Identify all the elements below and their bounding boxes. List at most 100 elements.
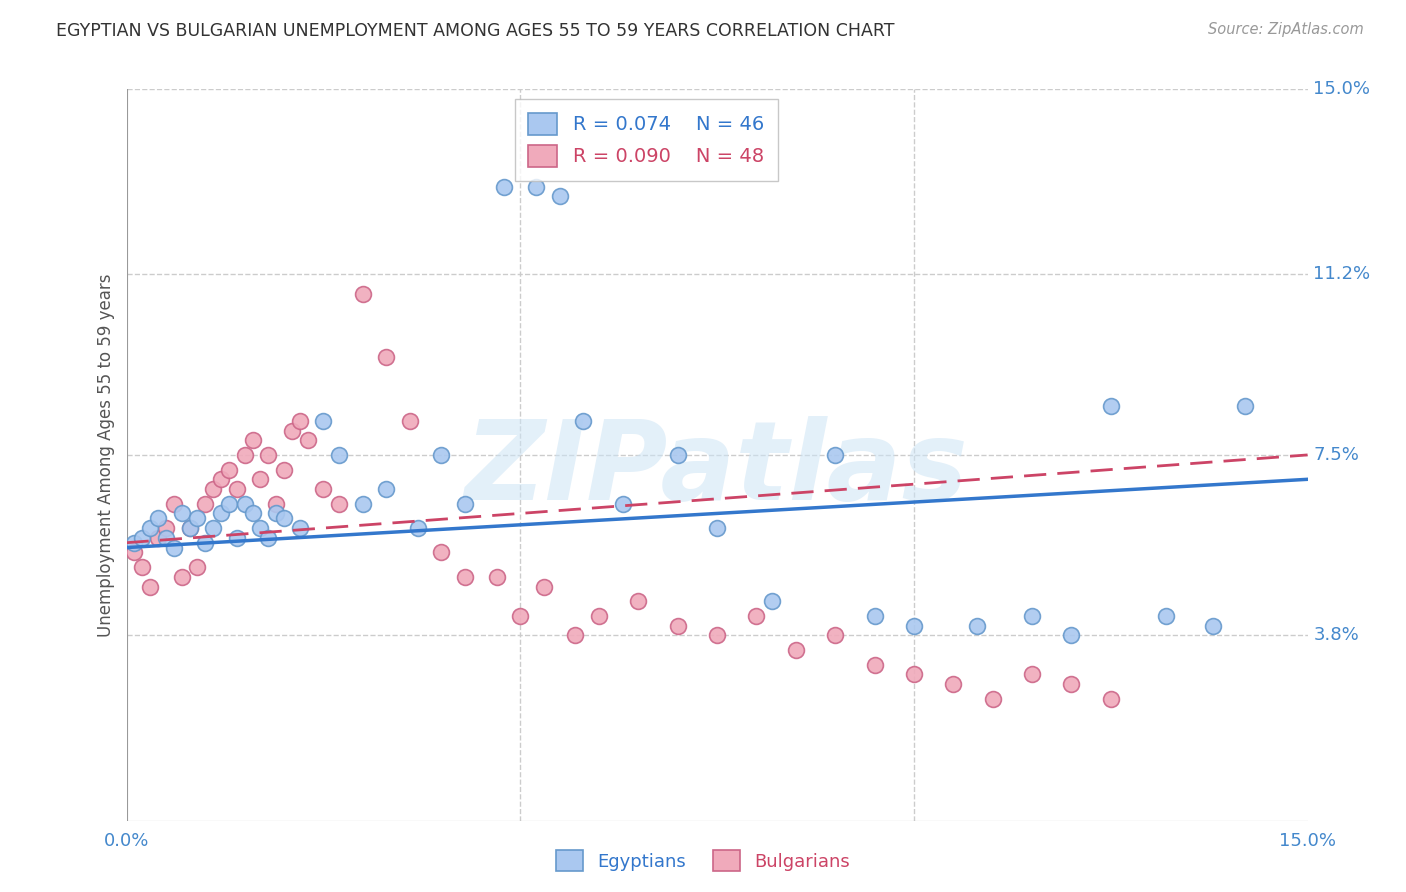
Point — [264, 507, 287, 521]
Point — [824, 628, 846, 642]
Point — [942, 677, 965, 691]
Point — [1021, 608, 1043, 623]
Point — [273, 462, 295, 476]
Point — [257, 448, 280, 462]
Point — [863, 608, 886, 623]
Point — [981, 691, 1004, 706]
Text: 11.2%: 11.2% — [1313, 266, 1371, 284]
Point — [155, 531, 177, 545]
Point — [194, 535, 217, 549]
Point — [966, 618, 988, 632]
Point — [264, 497, 287, 511]
Point — [146, 531, 169, 545]
Point — [352, 287, 374, 301]
Point — [406, 521, 429, 535]
Point — [163, 541, 186, 555]
Point — [312, 482, 335, 496]
Text: ZIPatlas: ZIPatlas — [465, 416, 969, 523]
Point — [824, 448, 846, 462]
Text: 3.8%: 3.8% — [1313, 626, 1360, 644]
Point — [209, 507, 232, 521]
Point — [485, 570, 508, 584]
Point — [375, 482, 398, 496]
Point — [533, 580, 555, 594]
Point — [179, 521, 201, 535]
Point — [288, 414, 311, 428]
Point — [509, 608, 531, 623]
Point — [548, 189, 571, 203]
Point — [146, 511, 169, 525]
Point — [761, 594, 783, 608]
Point — [186, 511, 208, 525]
Point — [202, 521, 225, 535]
Point — [170, 570, 193, 584]
Point — [588, 608, 610, 623]
Point — [225, 531, 247, 545]
Point — [249, 521, 271, 535]
Point — [352, 497, 374, 511]
Point — [1060, 628, 1083, 642]
Point — [131, 531, 153, 545]
Point — [430, 545, 453, 559]
Point — [179, 521, 201, 535]
Point — [163, 497, 186, 511]
Point — [399, 414, 422, 428]
Point — [209, 472, 232, 486]
Point — [666, 448, 689, 462]
Point — [375, 351, 398, 365]
Point — [863, 657, 886, 672]
Point — [612, 497, 634, 511]
Legend: R = 0.074    N = 46, R = 0.090    N = 48: R = 0.074 N = 46, R = 0.090 N = 48 — [515, 99, 778, 181]
Point — [1060, 677, 1083, 691]
Point — [257, 531, 280, 545]
Point — [666, 618, 689, 632]
Text: EGYPTIAN VS BULGARIAN UNEMPLOYMENT AMONG AGES 55 TO 59 YEARS CORRELATION CHART: EGYPTIAN VS BULGARIAN UNEMPLOYMENT AMONG… — [56, 22, 894, 40]
Point — [124, 535, 146, 549]
Point — [233, 448, 256, 462]
Point — [242, 434, 264, 448]
Point — [233, 497, 256, 511]
Point — [1021, 667, 1043, 681]
Point — [139, 521, 162, 535]
Point — [312, 414, 335, 428]
Point — [1154, 608, 1177, 623]
Point — [202, 482, 225, 496]
Point — [170, 507, 193, 521]
Point — [1233, 399, 1256, 413]
Point — [139, 580, 162, 594]
Point — [273, 511, 295, 525]
Text: Source: ZipAtlas.com: Source: ZipAtlas.com — [1208, 22, 1364, 37]
Point — [328, 448, 350, 462]
Point — [706, 521, 728, 535]
Point — [242, 507, 264, 521]
Point — [564, 628, 586, 642]
Point — [627, 594, 650, 608]
Text: 7.5%: 7.5% — [1313, 446, 1360, 464]
Point — [288, 521, 311, 535]
Point — [225, 482, 247, 496]
Point — [903, 618, 925, 632]
Point — [1099, 691, 1122, 706]
Point — [328, 497, 350, 511]
Point — [249, 472, 271, 486]
Point — [1202, 618, 1225, 632]
Point — [124, 545, 146, 559]
Point — [706, 628, 728, 642]
Point — [297, 434, 319, 448]
Point — [155, 521, 177, 535]
Point — [430, 448, 453, 462]
Point — [494, 179, 516, 194]
Point — [785, 643, 807, 657]
Point — [572, 414, 595, 428]
Point — [218, 497, 240, 511]
Point — [903, 667, 925, 681]
Point — [745, 608, 768, 623]
Point — [281, 424, 304, 438]
Text: 15.0%: 15.0% — [1313, 80, 1371, 98]
Point — [524, 179, 547, 194]
Point — [194, 497, 217, 511]
Point — [186, 560, 208, 574]
Y-axis label: Unemployment Among Ages 55 to 59 years: Unemployment Among Ages 55 to 59 years — [97, 273, 115, 637]
Point — [131, 560, 153, 574]
Point — [454, 570, 477, 584]
